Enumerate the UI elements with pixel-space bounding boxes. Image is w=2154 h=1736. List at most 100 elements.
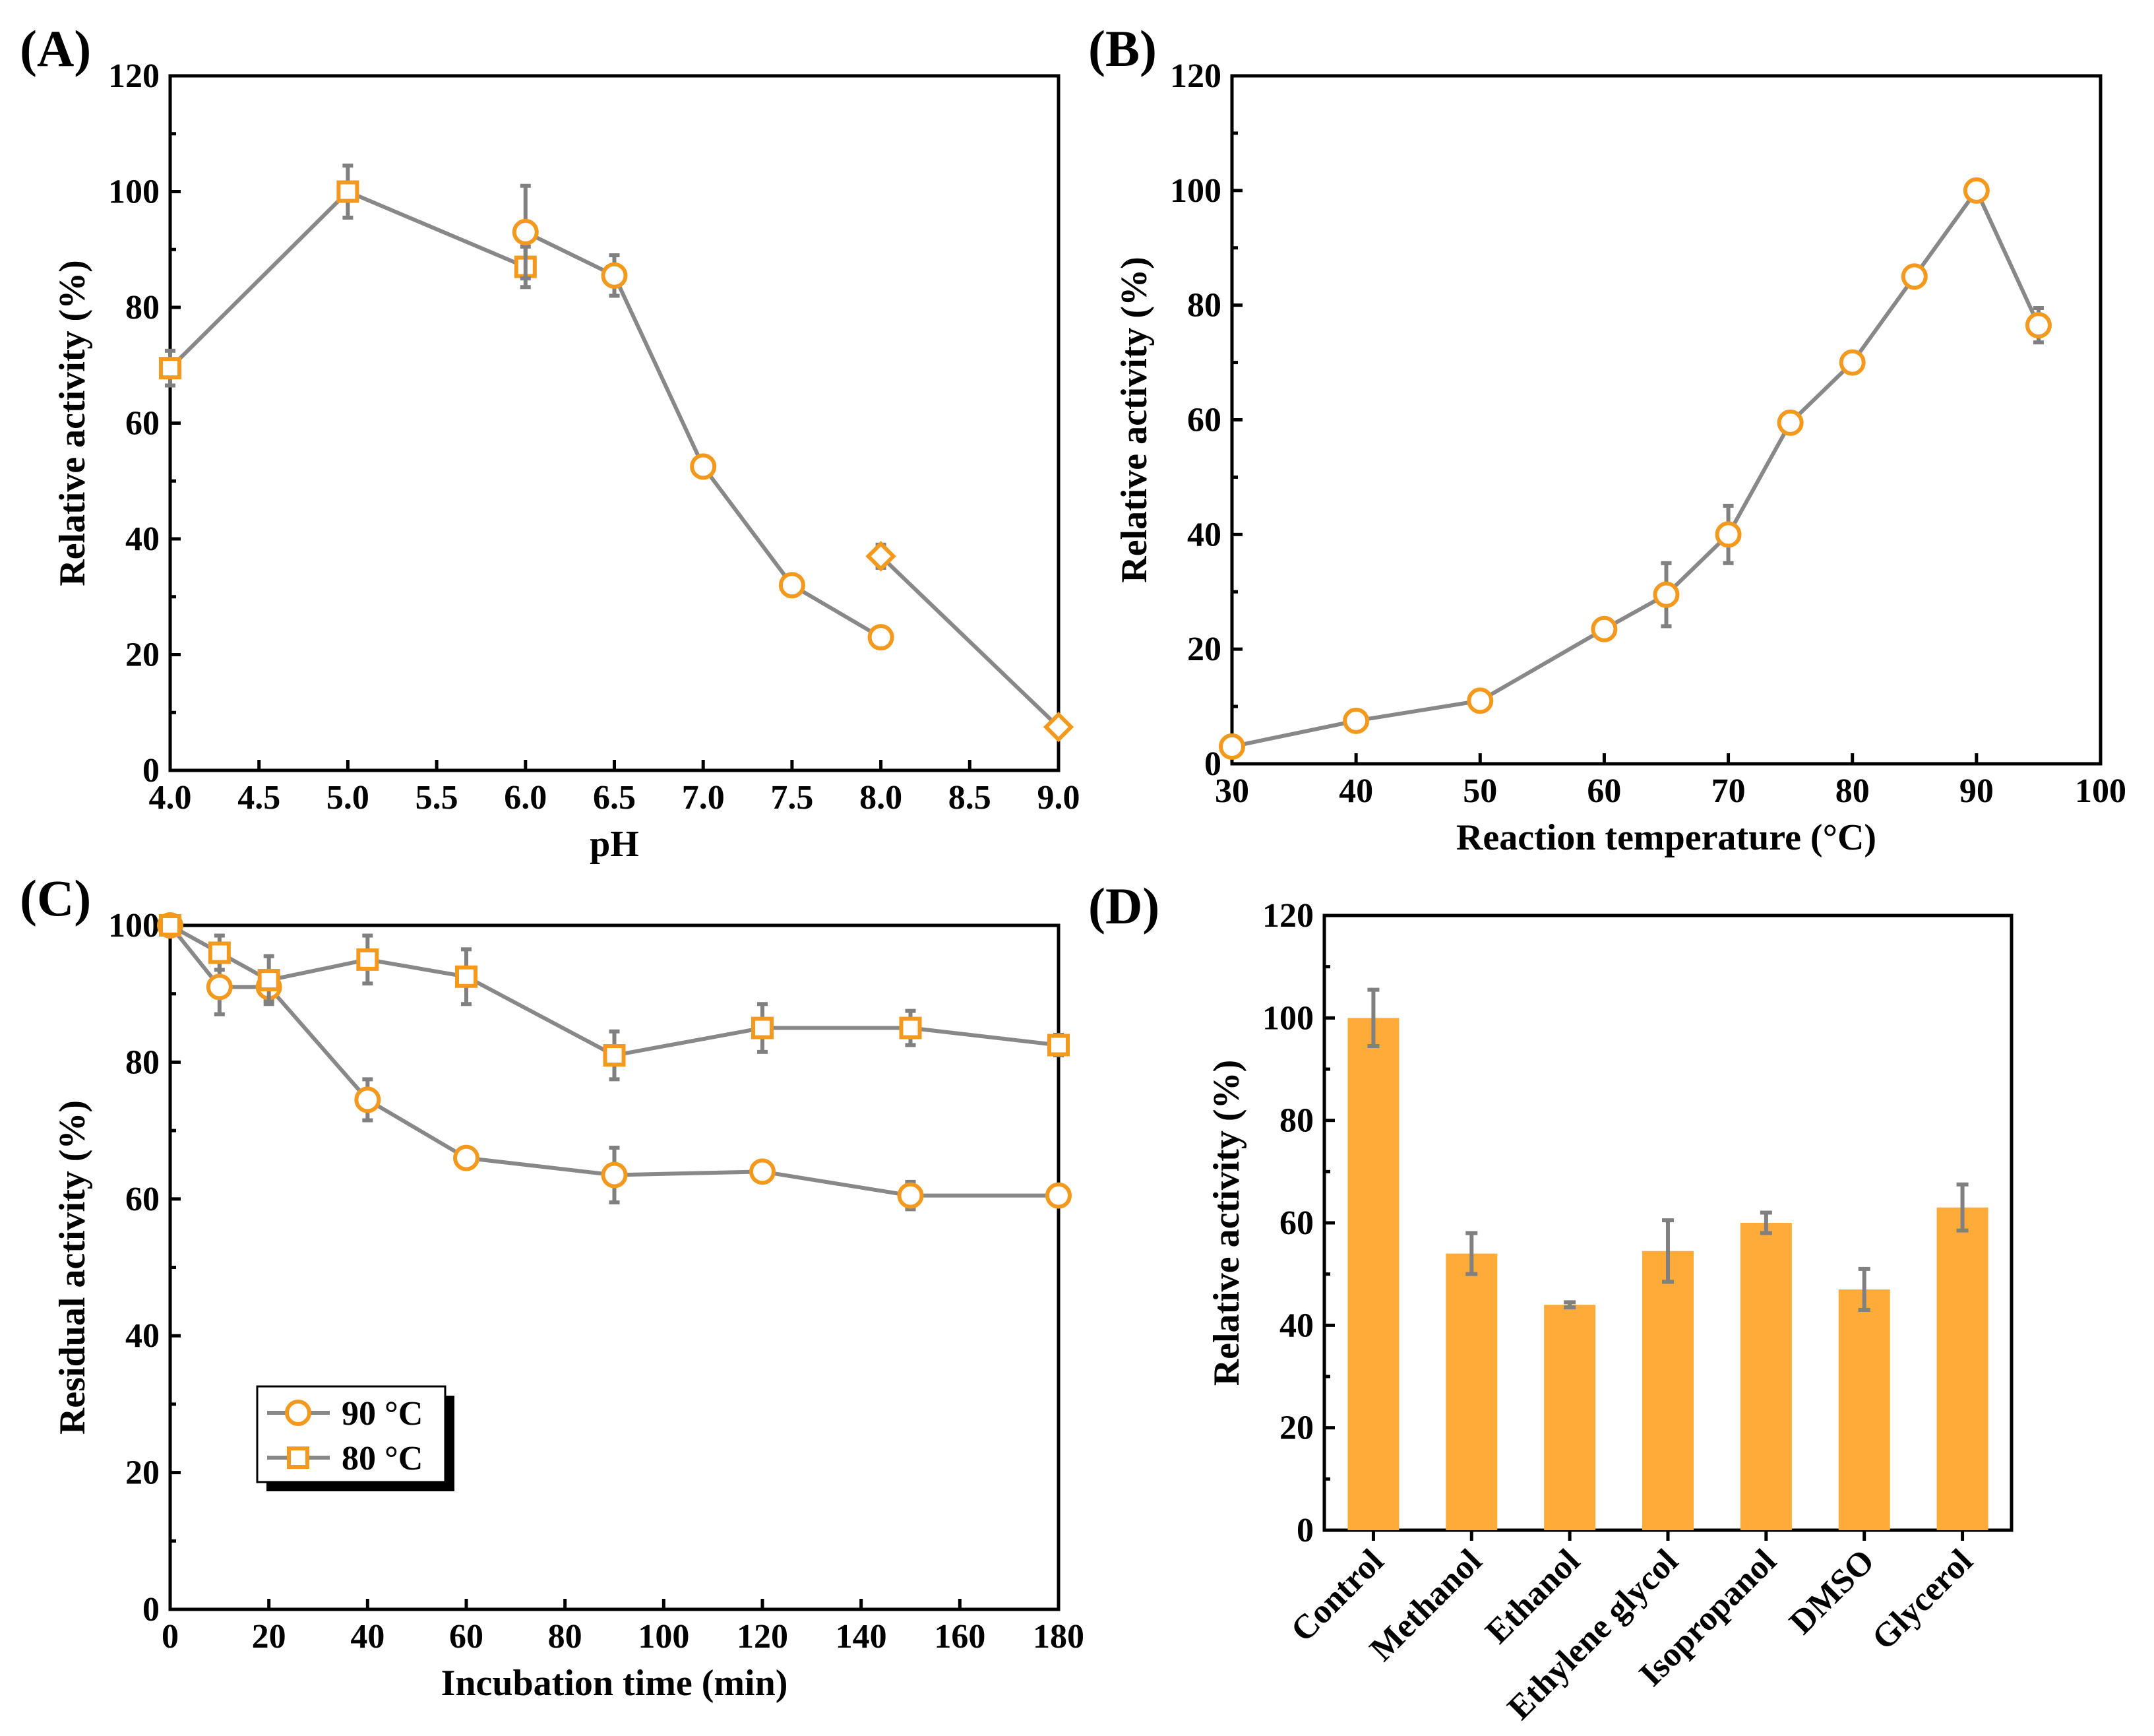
panel-a-series-1-point (867, 624, 894, 651)
panel-a-label: (A) (20, 20, 91, 77)
panel-a-x-tick-label: 6.0 (504, 779, 547, 817)
panel-b-x-tick-label: 40 (1339, 772, 1373, 810)
panel-b-series-0-point (2025, 312, 2052, 339)
panel-c-x-tick-label: 40 (350, 1618, 385, 1656)
panel-b-y-tick-label: 120 (1170, 57, 1221, 95)
panel-c-legend-marker (287, 1446, 309, 1469)
panel-a-x-tick-label: 4.0 (149, 779, 192, 817)
panel-a-series-2-line (879, 555, 1061, 729)
panel-b-series-0-point (1343, 707, 1370, 734)
panel-b-x-tick-label: 60 (1587, 772, 1621, 810)
panel-a-x-tick-label: 7.0 (682, 779, 725, 817)
panel-a-series-0-point (336, 180, 359, 203)
panel-c-x-tick-label: 60 (449, 1618, 483, 1656)
panel-a-y-tick-label: 100 (108, 173, 160, 211)
panel-a-series-1-line (524, 230, 882, 639)
panel-c-series-0-point (601, 1162, 628, 1189)
panel-a-y-tick-label: 60 (125, 405, 160, 443)
panel-c-x-axis-title: Incubation time (min) (441, 1663, 788, 1704)
panel-b-y-tick-label: 80 (1187, 287, 1221, 325)
panel-b-x-axis-title: Reaction temperature (°C) (1456, 817, 1876, 858)
panel-a-series-1-point (778, 572, 805, 599)
panel-b-x-tick-label: 90 (1959, 772, 1994, 810)
panel-d-y-axis-title: Relative activity (%) (1206, 1060, 1247, 1386)
panel-c-legend-label: 80 °C (342, 1440, 423, 1477)
panel-b-series-0-point (1653, 581, 1680, 608)
panel-d-y-tick-label: 40 (1279, 1307, 1314, 1344)
panel-c-y-axis-title: Residual activity (%) (52, 1100, 93, 1435)
panel-c-x-tick-label: 80 (548, 1618, 582, 1656)
panel-b-y-tick-label: 60 (1187, 402, 1221, 439)
panel-a-series-2-point (865, 541, 896, 572)
panel-c-y-tick-label: 20 (125, 1454, 160, 1492)
panel-d-bar (1740, 1223, 1792, 1530)
panel-a-y-tick-label: 40 (125, 520, 160, 558)
panel-b-series-0-point (1839, 349, 1866, 376)
panel-b-series-0-point (1467, 687, 1494, 714)
panel-b-x-tick-label: 100 (2075, 772, 2126, 810)
panel-c-y-tick-label: 60 (125, 1181, 160, 1218)
panel-d-bar (1642, 1251, 1694, 1530)
panel-a-series-1-point (601, 262, 628, 289)
panel-b-series-0-point (1777, 409, 1804, 436)
panel-c-y-tick-label: 0 (142, 1591, 160, 1628)
panel-c-series-0-point (897, 1182, 924, 1209)
panel-a-series-1-point (690, 453, 717, 480)
panel-d-y-tick-label: 60 (1279, 1204, 1314, 1242)
panel-a-x-tick-label: 8.5 (948, 779, 991, 817)
panel-b-series-0-point (1963, 177, 1990, 204)
panel-a-y-tick-label: 20 (125, 636, 160, 674)
panel-c-series-0-point (749, 1158, 776, 1185)
panel-c-y-tick-label: 40 (125, 1317, 160, 1355)
panel-d-bar (1936, 1207, 1988, 1530)
panel-d-label: (D) (1088, 877, 1159, 935)
panel-a-frame (168, 74, 1061, 772)
panel-c-y-tick-label: 100 (108, 907, 160, 945)
panel-c-legend-label: 90 °C (342, 1395, 423, 1433)
panel-c-label: (C) (20, 869, 91, 927)
panel-d-x-tick-label: DMSO (1783, 1542, 1882, 1642)
panel-d-bar (1838, 1289, 1890, 1530)
panel-c-series-0-point (206, 974, 233, 1001)
panel-b-series-0-point (1591, 615, 1618, 642)
panel-a-y-tick-label: 120 (108, 57, 160, 95)
panel-c-chart: 0 20 40 60 80 100 Residual activity (%) 0 20 40 60… (52, 907, 1084, 1704)
panel-a-series-2-point (1043, 711, 1074, 743)
panel-a-x-tick-label: 5.0 (326, 779, 369, 817)
panel-a-y-axis-title: Relative activity (%) (52, 260, 93, 586)
panel-b-label: (B) (1088, 20, 1157, 77)
panel-c-series-1-point (159, 914, 181, 937)
panel-a-x-tick-label: 5.5 (415, 779, 458, 817)
panel-b-x-tick-label: 30 (1215, 772, 1249, 810)
panel-c-x-tick-label: 100 (638, 1618, 689, 1656)
panel-b-x-tick-label: 70 (1711, 772, 1746, 810)
panel-c-series-0-point (453, 1144, 479, 1171)
panel-b-series-0-point (1901, 263, 1928, 290)
panel-c-x-tick-label: 120 (737, 1618, 788, 1656)
panel-c-series-1-point (603, 1044, 626, 1067)
panel-b-chart: 0 20 40 60 80 100 120 Relative activity (%) 30 40… (1114, 57, 2126, 858)
panel-c-x-tick-label: 0 (162, 1618, 179, 1656)
panel-d-x-tick-label: Glycerol (1865, 1542, 1980, 1657)
panel-c-legend-marker (285, 1400, 311, 1426)
panel-b-y-tick-label: 40 (1187, 516, 1221, 553)
panel-c-series-0-point (1045, 1182, 1072, 1209)
panel-c-series-0-point (354, 1086, 381, 1113)
panel-a-y-tick-label: 0 (142, 752, 160, 790)
panel-b-x-tick-label: 80 (1835, 772, 1870, 810)
panel-a-x-tick-label: 6.5 (593, 779, 636, 817)
panel-d-y-tick-label: 120 (1262, 897, 1314, 935)
panel-d-y-tick-label: 0 (1297, 1512, 1314, 1549)
panel-c-series-1-point (455, 965, 477, 988)
panel-c-series-1-point (208, 941, 231, 964)
panel-d-x-tick-label: Ethylene glycol (1500, 1542, 1685, 1727)
panel-a-x-axis-title: pH (590, 824, 639, 865)
panel-c-series-1-point (899, 1016, 922, 1039)
panel-c-x-tick-label: 180 (1033, 1618, 1084, 1656)
panel-c-series-1-point (356, 948, 379, 971)
panel-b-y-tick-label: 0 (1204, 745, 1221, 783)
panel-d-bar (1347, 1018, 1400, 1530)
panel-a-x-tick-label: 7.5 (770, 779, 813, 817)
